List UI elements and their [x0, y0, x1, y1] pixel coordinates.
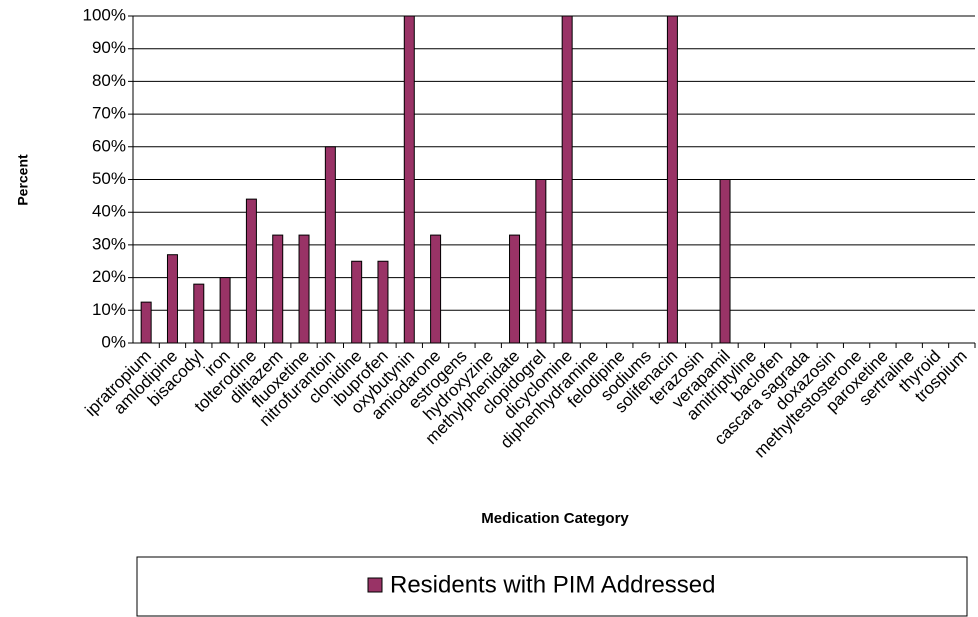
- x-axis-title: Medication Category: [481, 510, 629, 527]
- bar: [193, 283, 205, 344]
- y-tick-label: 70%: [92, 104, 126, 123]
- y-tick-label: 40%: [92, 202, 126, 221]
- y-tick-label: 10%: [92, 300, 126, 319]
- y-tick-label: 0%: [101, 332, 126, 351]
- bar: [245, 198, 257, 344]
- legend-swatch: [367, 577, 383, 593]
- bar: [272, 234, 284, 344]
- bar: [324, 146, 336, 344]
- y-tick-label: 100%: [83, 5, 126, 24]
- bar: [430, 234, 442, 344]
- y-tick-label: 80%: [92, 71, 126, 90]
- bar: [561, 15, 573, 344]
- bar: [377, 260, 389, 344]
- bar: [509, 234, 521, 344]
- bar: [403, 15, 415, 344]
- bar: [166, 254, 178, 344]
- bar: [140, 301, 152, 344]
- bar: [351, 260, 363, 344]
- bar: [535, 179, 547, 344]
- y-tick-label: 20%: [92, 267, 126, 286]
- y-tick-label: 50%: [92, 169, 126, 188]
- legend-box: [136, 556, 968, 617]
- y-tick-label: 90%: [92, 38, 126, 57]
- bar: [219, 277, 231, 344]
- bar: [719, 179, 731, 344]
- bar: [666, 15, 678, 344]
- bar: [298, 234, 310, 344]
- y-axis-title: Percent: [15, 154, 31, 206]
- legend-label: Residents with PIM Addressed: [390, 571, 716, 598]
- y-tick-label: 30%: [92, 234, 126, 253]
- y-tick-label: 60%: [92, 136, 126, 155]
